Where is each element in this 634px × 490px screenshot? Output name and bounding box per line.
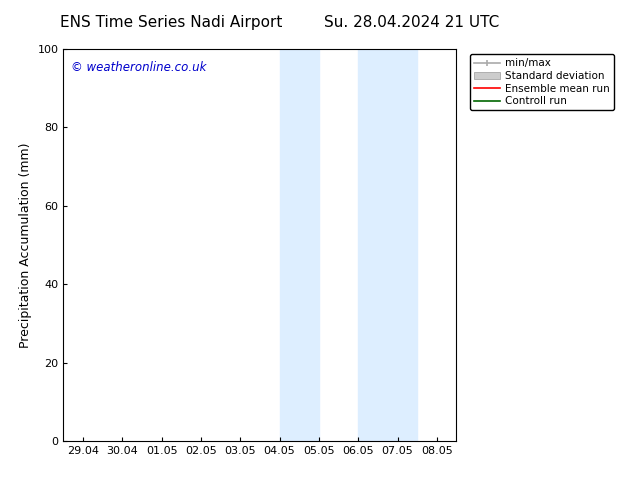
- Y-axis label: Precipitation Accumulation (mm): Precipitation Accumulation (mm): [19, 142, 32, 348]
- Text: ENS Time Series Nadi Airport: ENS Time Series Nadi Airport: [60, 15, 282, 30]
- Legend: min/max, Standard deviation, Ensemble mean run, Controll run: min/max, Standard deviation, Ensemble me…: [470, 54, 614, 110]
- Bar: [299, 49, 319, 441]
- Text: © weatheronline.co.uk: © weatheronline.co.uk: [71, 61, 207, 74]
- Bar: [358, 49, 378, 441]
- Bar: [280, 49, 299, 441]
- Text: Su. 28.04.2024 21 UTC: Su. 28.04.2024 21 UTC: [325, 15, 500, 30]
- Bar: [378, 49, 417, 441]
